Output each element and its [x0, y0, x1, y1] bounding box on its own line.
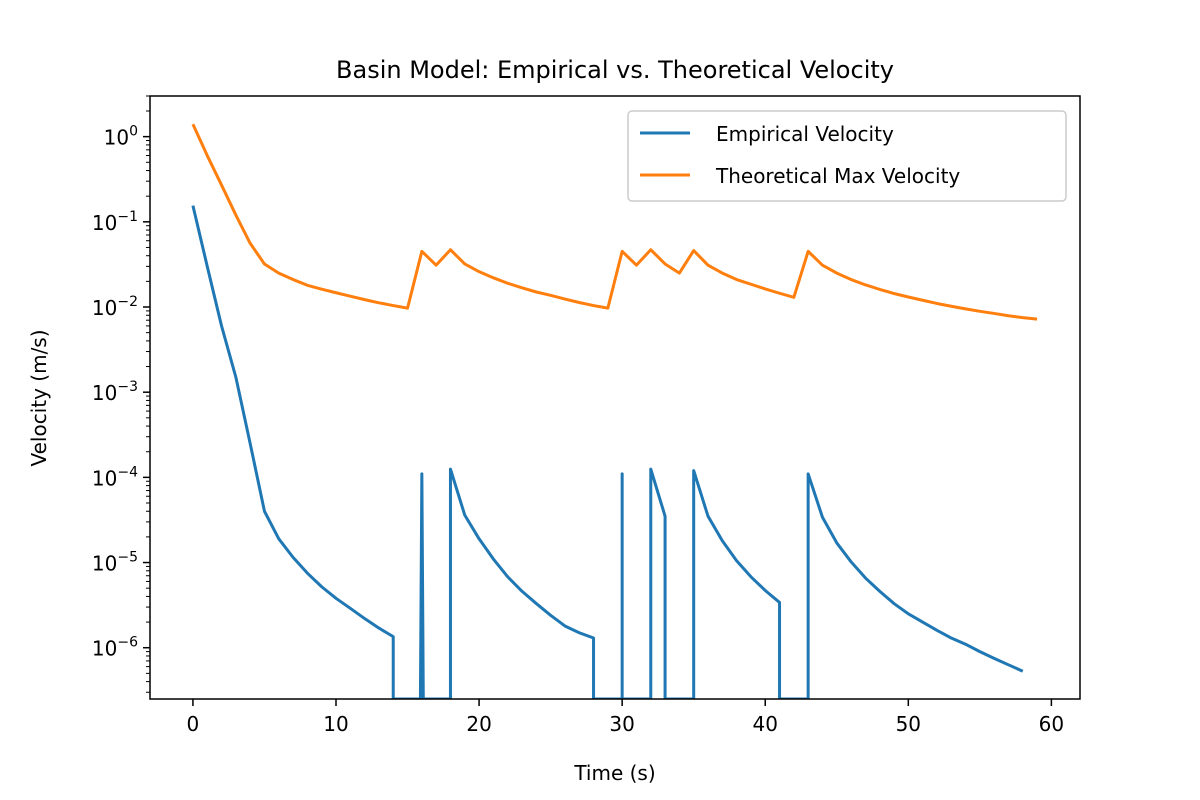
y-tick-label: 10−6: [92, 635, 138, 661]
x-tick-label: 60: [1039, 712, 1064, 736]
legend-box: [627, 110, 1067, 202]
legend: Empirical Velocity Theoretical Max Veloc…: [627, 110, 1067, 202]
legend-label-empirical-velocity: Empirical Velocity: [716, 122, 894, 146]
y-tick-label: 10−1: [92, 209, 138, 235]
y-tick-label: 10−5: [92, 550, 138, 576]
plot-frame: [149, 95, 1081, 700]
x-tick-label: 0: [187, 712, 200, 736]
x-axis-label: Time (s): [573, 761, 655, 785]
y-tick-label: 10−2: [92, 294, 138, 320]
x-tick-label: 50: [896, 712, 921, 736]
y-tick-label: 10−3: [92, 379, 138, 405]
y-tick-label: 100: [104, 124, 138, 150]
y-tick-label: 10−4: [92, 464, 138, 490]
series-line-theoretical-max-velocity: [191, 123, 1038, 321]
y-axis-label: Velocity (m/s): [27, 329, 51, 466]
x-tick-label: 40: [753, 712, 778, 736]
x-tick-label: 20: [466, 712, 491, 736]
series-line-empirical-velocity: [191, 205, 1024, 699]
y-axis: 10−6 10−5 10−4 10−3 10−2 10−1 100: [92, 95, 150, 693]
series-layer: [191, 123, 1038, 699]
x-tick-label: 10: [323, 712, 348, 736]
x-tick-label: 30: [609, 712, 634, 736]
x-axis: 0 10 20 30 40 50 60: [187, 699, 1064, 736]
chart-title: Basin Model: Empirical vs. Theoretical V…: [336, 56, 894, 84]
legend-label-theoretical-max-velocity: Theoretical Max Velocity: [715, 164, 960, 188]
